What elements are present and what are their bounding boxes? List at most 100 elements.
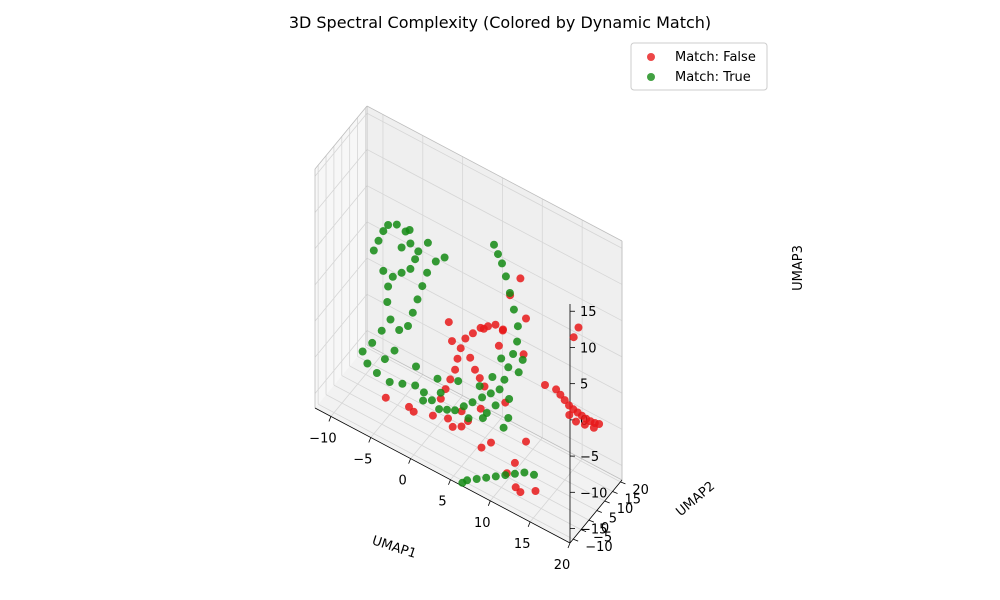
data-point [379,227,388,236]
legend-marker-true [647,73,655,81]
data-point [385,378,394,386]
data-point [466,353,475,362]
data-point [509,350,518,358]
grid-line-z-wall [314,185,368,249]
data-point [413,295,422,304]
legend-marker-false [647,53,655,61]
grid-line-y-floor [333,384,590,521]
data-point [475,382,484,391]
data-point [406,239,415,248]
x-tick-label: −10 [309,431,336,446]
grid-line-x-floor [490,437,543,502]
data-point [522,314,530,323]
data-point [423,268,432,277]
z-tick-label: −5 [580,450,599,465]
data-point [487,438,495,447]
data-point [427,396,436,405]
x-tick [328,416,332,422]
data-point [501,471,510,480]
x-tick-label: 20 [554,558,571,573]
grid-line-x-floor [450,416,503,480]
pane-edge [366,344,623,481]
grid-line-z-wall [314,112,368,177]
z-tick-label: 10 [580,342,597,357]
data-point [436,388,445,397]
y-axis-label: UMAP2 [673,479,718,520]
grid-line-z-back [366,293,623,430]
data-point [451,365,460,374]
data-point [398,379,407,388]
legend-frame [630,42,768,91]
data-point [497,354,506,363]
grid-line-z-wall [314,257,368,322]
data-point [423,238,432,247]
x-tick-label: 0 [398,474,406,489]
data-point [486,389,495,398]
data-point [505,395,514,403]
data-point [513,337,522,346]
y-tick-label: 15 [625,493,642,508]
data-point [435,405,444,414]
data-point [560,396,569,405]
data-point [397,243,406,252]
data-point [552,385,561,394]
data-point [358,347,367,356]
data-points [358,220,604,497]
data-point [404,322,412,330]
legend: Match: False Match: True [630,42,768,91]
data-point [457,422,466,431]
data-point [491,401,500,410]
series-match-false [381,274,604,497]
data-point [384,221,393,229]
data-point [363,359,372,368]
x-tick [448,479,451,485]
data-point [569,333,578,342]
data-point [408,308,417,317]
data-point [504,363,513,372]
data-point [498,326,507,335]
data-point [476,404,485,413]
data-point [494,250,502,259]
data-point [468,398,477,407]
series-match-true [358,220,538,487]
x-tick [527,521,531,528]
data-point [446,375,455,384]
data-point [482,473,491,482]
data-point [484,322,492,331]
data-point [490,240,498,249]
data-point [433,374,442,383]
y-tick-label: 10 [617,502,634,517]
grid-line-x-floor [410,395,463,459]
z-tick-label: −15 [580,523,607,538]
data-point [392,220,401,229]
data-point [520,468,529,477]
data-point [395,326,404,334]
y-tick [612,491,618,494]
data-point [368,338,377,347]
data-point [406,264,415,273]
data-point [501,272,510,281]
data-point [377,326,386,335]
x-tick [487,500,491,506]
grid-line-z-wall [314,149,368,213]
data-point [369,246,378,255]
x-axis-line [314,407,571,544]
data-point [468,329,477,338]
grid-line-z-wall [314,221,368,286]
data-point [472,475,481,483]
y-tick [573,538,579,542]
data-point [444,318,453,327]
data-point [476,323,485,332]
data-point [478,414,487,423]
data-point [374,236,383,245]
data-point [380,355,389,364]
data-point [531,487,540,495]
data-point [475,374,484,383]
data-point [471,365,479,374]
data-point [453,354,462,363]
data-point [504,414,513,422]
x-tick [368,437,372,443]
data-point [456,344,465,353]
y-axis-line [569,479,623,544]
